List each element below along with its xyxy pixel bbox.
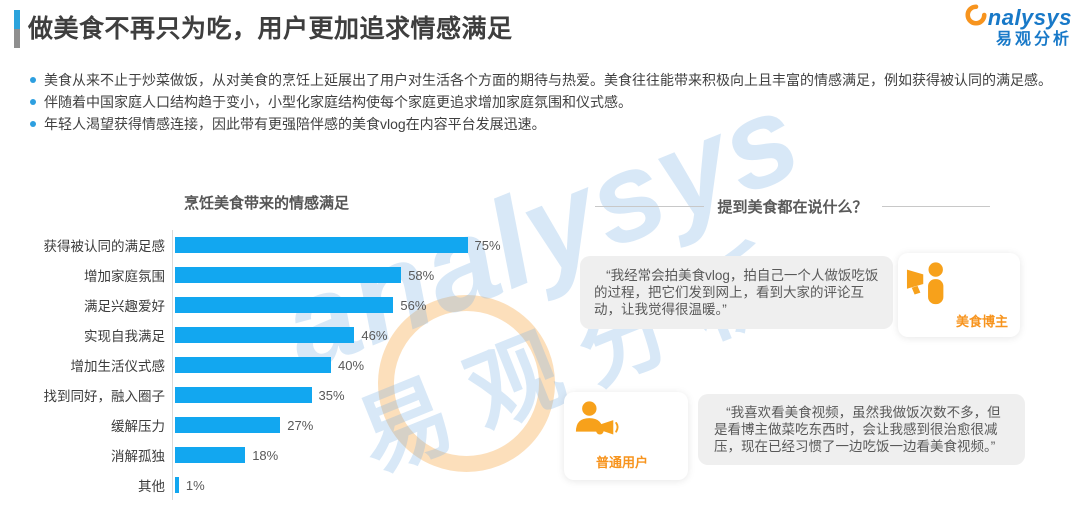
- chart-row: 满足兴趣爱好 56%: [14, 290, 546, 320]
- title-accent-bar: [14, 10, 20, 48]
- quote-box-user: “我喜欢看美食视频，虽然我做饭次数不多，但是看博主做菜吃东西时，会让我感到很治愈…: [698, 394, 1025, 465]
- analysys-logo: nalysys 易观分析: [965, 4, 1072, 49]
- quote-box-blogger: “我经常会拍美食vlog，拍自己一个人做饭吃饭的过程，把它们发到网上，看到大家的…: [580, 256, 893, 329]
- bar-value-label: 18%: [252, 447, 279, 463]
- bar-value-label: 27%: [287, 417, 314, 433]
- chart-category-label: 满足兴趣爱好: [84, 299, 165, 314]
- chart-row: 增加生活仪式感 40%: [14, 350, 546, 380]
- bar: [175, 387, 312, 403]
- chart-bar-zone: 40%: [172, 350, 546, 380]
- chart-category-label: 增加生活仪式感: [70, 359, 166, 374]
- chart-category-label: 消解孤独: [111, 449, 165, 464]
- page-title: 做美食不再只为吃，用户更加追求情感满足: [28, 15, 513, 43]
- bar: [175, 447, 246, 463]
- summary-bullet: 年轻人渴望获得情感连接，因此带有更强陪伴感的美食vlog在内容平台发展迅速。: [30, 113, 1066, 135]
- chart-row: 消解孤独 18%: [14, 440, 546, 470]
- user-megaphone-icon: [574, 399, 680, 450]
- quotes-panel: 提到美食都在说什么？ “我经常会拍美食vlog，拍自己一个人做饭吃饭的过程，把它…: [560, 190, 1080, 515]
- chart-row: 找到同好，融入圈子 35%: [14, 380, 546, 410]
- bar: [175, 477, 179, 493]
- bar-value-label: 75%: [474, 237, 501, 253]
- summary-bullet: 伴随着中国家庭人口结构趋于变小，小型化家庭结构使每个家庭更追求增加家庭氛围和仪式…: [30, 91, 1066, 113]
- chart-rows: 获得被认同的满足感 75% 增加家庭氛围 58% 满足兴趣爱好 56% 实现自我满足 46% 增…: [14, 230, 546, 500]
- bar-value-label: 1%: [185, 477, 205, 493]
- bar: [175, 267, 402, 283]
- bar: [175, 417, 281, 433]
- summary-bullet: 美食从来不止于炒菜做饭，从对美食的烹饪上延展出了用户对生活各个方面的期待与热爱。…: [30, 69, 1066, 91]
- bar: [175, 297, 394, 313]
- chart-bar-zone: 46%: [172, 320, 546, 350]
- quotes-heading-text: 提到美食都在说什么？: [717, 199, 868, 216]
- bar-value-label: 56%: [400, 297, 427, 313]
- chart-category-label: 其他: [138, 479, 165, 494]
- logo-brand-en: nalysys: [987, 4, 1072, 30]
- bar-value-label: 46%: [361, 327, 388, 343]
- chart-bar-zone: 18%: [172, 440, 546, 470]
- logo-swoosh-icon: [965, 4, 987, 31]
- chart-category-label: 缓解压力: [111, 419, 165, 434]
- quotes-heading: 提到美食都在说什么？: [595, 196, 991, 217]
- bar: [175, 357, 331, 373]
- role-label-user: 普通用户: [595, 455, 648, 470]
- chart-row: 其他 1%: [14, 470, 546, 500]
- role-card-user: 普通用户: [564, 392, 688, 480]
- chart-bar-zone: 27%: [172, 410, 546, 440]
- chart-category-label: 找到同好，融入圈子: [43, 389, 166, 404]
- heading-line-left: [595, 206, 704, 207]
- blogger-megaphone-icon: [906, 260, 1012, 311]
- heading-line-right: [881, 206, 991, 207]
- chart-bar-zone: 35%: [172, 380, 546, 410]
- role-label-blogger: 美食博主: [955, 314, 1008, 329]
- chart-bar-zone: 75%: [172, 230, 546, 260]
- chart-bar-zone: 56%: [172, 290, 546, 320]
- quote-text-blogger: “我经常会拍美食vlog，拍自己一个人做饭吃饭的过程，把它们发到网上，看到大家的…: [594, 268, 879, 317]
- bar-value-label: 58%: [408, 267, 435, 283]
- chart-row: 缓解压力 27%: [14, 410, 546, 440]
- role-card-blogger: 美食博主: [898, 253, 1020, 337]
- logo-brand-cn: 易观分析: [995, 30, 1072, 48]
- chart-category-label: 增加家庭氛围: [84, 269, 165, 284]
- chart-category-label: 获得被认同的满足感: [43, 239, 166, 254]
- bar-value-label: 40%: [338, 357, 365, 373]
- bar: [175, 327, 355, 343]
- chart-row: 实现自我满足 46%: [14, 320, 546, 350]
- emotion-bar-chart: 烹饪美食带来的情感满足 获得被认同的满足感 75% 增加家庭氛围 58% 满足兴趣爱好 5…: [14, 192, 546, 500]
- chart-category-label: 实现自我满足: [84, 329, 165, 344]
- chart-bar-zone: 1%: [172, 470, 546, 500]
- quote-text-user: “我喜欢看美食视频，虽然我做饭次数不多，但是看博主做菜吃东西时，会让我感到很治愈…: [714, 405, 1001, 454]
- chart-title: 烹饪美食带来的情感满足: [183, 195, 349, 212]
- chart-bar-zone: 58%: [172, 260, 546, 290]
- chart-row: 增加家庭氛围 58%: [14, 260, 546, 290]
- summary-bullets: 美食从来不止于炒菜做饭，从对美食的烹饪上延展出了用户对生活各个方面的期待与热爱。…: [30, 69, 1066, 135]
- chart-row: 获得被认同的满足感 75%: [14, 230, 546, 260]
- bar: [175, 237, 468, 253]
- bar-value-label: 35%: [318, 387, 345, 403]
